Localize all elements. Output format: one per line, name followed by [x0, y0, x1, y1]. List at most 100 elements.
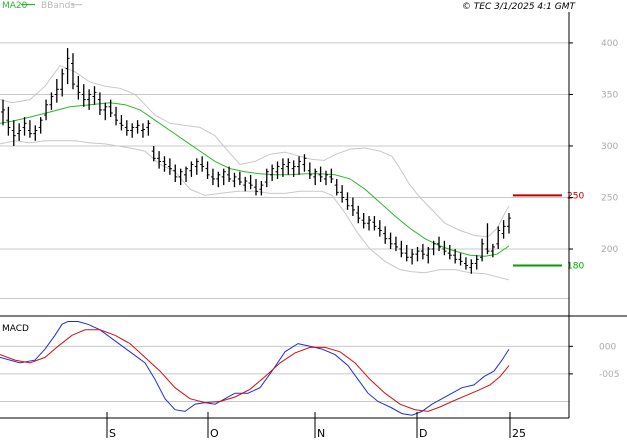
ohlc-bar	[442, 240, 447, 256]
ohlc-bar	[189, 161, 194, 177]
ma20-legend-label: MA20	[2, 1, 28, 11]
ohlc-bar	[227, 166, 232, 183]
time-tick-label: N	[317, 427, 325, 440]
ohlc-bar	[318, 166, 323, 183]
ohlc-bar	[151, 145, 156, 162]
ohlc-bar	[76, 75, 81, 100]
ohlc-bar	[162, 156, 167, 172]
ohlc-bar	[490, 243, 495, 258]
time-tick-label: S	[109, 427, 116, 440]
ohlc-bar	[323, 170, 328, 186]
ohlc-bar	[458, 253, 463, 266]
ohlc-bar	[119, 115, 124, 131]
bb-upper-line	[0, 64, 510, 238]
copyright-label: © TEC 3/1/2025 4:1 GMT	[462, 2, 577, 12]
ohlc-bar	[480, 238, 485, 262]
ohlc-bar	[1, 99, 5, 126]
time-axis-labels: S O N D 25	[106, 412, 526, 440]
ohlc-bar	[184, 166, 189, 183]
ohlc-bar	[404, 244, 409, 262]
ohlc-bar	[410, 249, 415, 265]
ohlc-bar	[507, 212, 511, 234]
bbands-legend-swatch	[72, 4, 82, 6]
time-tick-label: 25	[512, 427, 526, 440]
ohlc-bar	[167, 158, 172, 175]
ohlc-bar	[302, 154, 307, 172]
ohlc-bar	[60, 68, 65, 97]
ohlc-bar	[135, 120, 140, 134]
ohlc-bar	[275, 161, 280, 179]
ohlc-bar	[44, 99, 49, 121]
ohlc-bar	[17, 123, 22, 141]
ohlc-bar	[130, 123, 135, 138]
macd-gridlines	[0, 345, 569, 402]
ohlc-bar	[501, 220, 506, 239]
ohlc-bar	[33, 125, 38, 141]
ohlc-bar	[237, 171, 242, 186]
price-tick-label: 400	[601, 39, 618, 49]
ohlc-bar	[54, 78, 59, 103]
ma20-legend-swatch	[21, 4, 35, 6]
ohlc-bar	[87, 89, 92, 110]
ma20-series-line	[0, 102, 510, 257]
ohlc-bar	[259, 181, 264, 196]
time-tick-label: D	[419, 427, 427, 440]
ohlc-bar	[97, 92, 102, 116]
price-axis-labels: 200 250 300 350 400	[569, 39, 618, 255]
macd-tick-label: 000	[599, 342, 616, 352]
ohlc-bar	[103, 102, 108, 121]
ohlc-bar	[92, 86, 97, 105]
ohlc-bar	[388, 232, 393, 250]
ohlc-bar	[313, 168, 318, 186]
ohlc-bar	[243, 176, 248, 192]
ohlc-bar	[270, 164, 275, 182]
signal-series-line	[0, 329, 510, 412]
ohlc-bar	[426, 246, 431, 264]
ohlc-bar	[124, 120, 129, 136]
macd-tick-label: -005	[599, 370, 619, 380]
ohlc-bar	[22, 117, 27, 136]
ohlc-bar	[114, 106, 119, 126]
ohlc-bar	[248, 174, 253, 190]
price-tick-label: 300	[601, 142, 618, 152]
ohlc-bar	[485, 223, 490, 255]
time-tick-label: O	[210, 427, 219, 440]
ma20-line	[0, 102, 510, 257]
ohlc-bar	[157, 151, 162, 169]
price-levels: 250 180	[513, 191, 584, 272]
ohlc-bar	[140, 123, 145, 138]
ohlc-bar	[334, 178, 339, 196]
ohlc-bar	[420, 243, 425, 260]
ohlc-bar	[453, 249, 458, 264]
ohlc-bar	[496, 226, 501, 250]
ohlc-bar	[447, 244, 452, 260]
ohlc-bar	[356, 205, 361, 224]
ohlc-bar	[350, 197, 355, 217]
ohlc-bar	[291, 160, 296, 177]
ohlc-bar	[108, 99, 113, 118]
ohlc-bar	[146, 120, 151, 136]
ohlc-bar	[469, 259, 474, 274]
price-gridlines	[0, 42, 569, 299]
ohlc-bar	[194, 158, 199, 175]
ohlc-bar	[216, 171, 221, 188]
ohlc-bar	[70, 53, 75, 90]
ohlc-bar	[178, 168, 183, 186]
ohlc-bar	[264, 168, 269, 188]
ohlc-bar	[463, 257, 468, 270]
price-tick-label: 350	[601, 90, 618, 100]
price-tick-label: 200	[601, 245, 618, 255]
ohlc-bar	[49, 92, 54, 110]
ohlc-bar	[81, 84, 86, 107]
ohlc-bar	[367, 216, 372, 231]
ohlc-bar	[210, 168, 215, 186]
bb-lower-line	[0, 140, 510, 281]
ohlc-bar	[221, 168, 226, 186]
macd-axis-labels: 000 -005	[569, 342, 619, 380]
ohlc-bar	[437, 236, 442, 252]
ohlc-bar	[38, 117, 43, 134]
ohlc-bar	[361, 212, 366, 229]
ohlc-bar	[205, 161, 210, 179]
ohlc-bar	[200, 156, 205, 172]
